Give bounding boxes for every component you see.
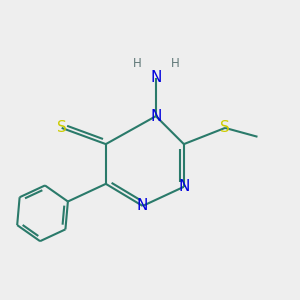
Text: H: H <box>171 57 179 70</box>
Text: H: H <box>132 57 141 70</box>
Text: S: S <box>57 120 67 135</box>
Text: N: N <box>178 179 190 194</box>
Text: N: N <box>137 198 148 213</box>
Text: S: S <box>220 120 230 135</box>
Text: N: N <box>150 70 162 86</box>
Text: N: N <box>150 109 162 124</box>
